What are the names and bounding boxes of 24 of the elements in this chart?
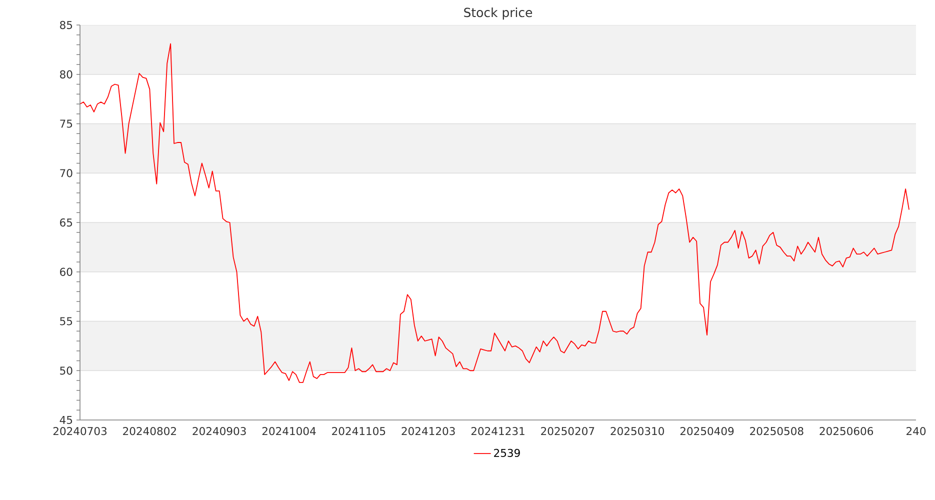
x-tick-label: 20240903 [192,427,246,436]
x-tick-label: 20250310 [610,427,664,436]
x-tick-label: 20241231 [471,427,524,436]
y-tick-label: 80 [60,70,72,78]
x-tick-label: 20250606 [820,427,874,436]
y-tick-label: 85 [60,20,72,30]
y-tick-label: 60 [60,268,72,276]
x-tick-label: 20241203 [402,427,455,436]
chart-title: Stock price [464,8,532,20]
legend-label: 2539 [494,448,520,458]
y-tick-label: 50 [60,366,72,375]
x-tick-label: 240 [906,427,926,436]
x-tick-label: 20241105 [332,427,386,436]
x-tick-label: 20250207 [541,427,594,436]
y-tick-label: 70 [60,169,72,178]
x-tick-label: 20241004 [262,427,316,436]
y-tick-label: 75 [60,120,72,128]
y-tick-label: 65 [60,218,72,227]
y-tick-label: 45 [60,416,72,424]
x-tick-label: 20240703 [53,427,107,436]
x-tick-label: 20250508 [750,427,804,436]
y-tick-label: 55 [60,317,72,326]
x-tick-label: 20240802 [123,427,176,436]
x-tick-label: 20250409 [680,427,734,436]
